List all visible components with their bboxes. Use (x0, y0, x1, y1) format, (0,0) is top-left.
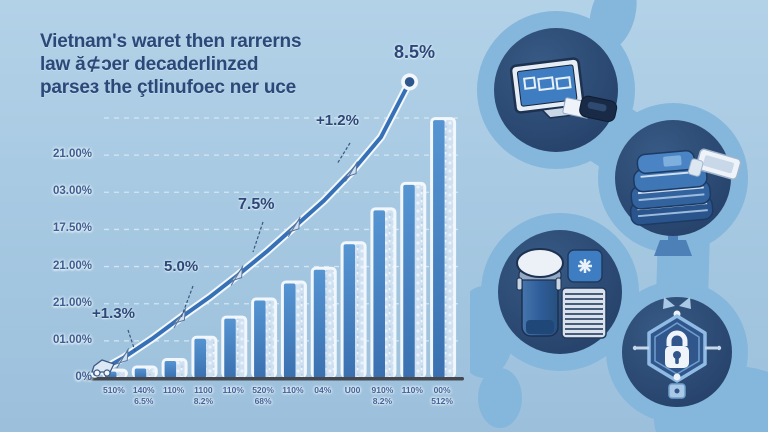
x-axis-line (86, 377, 464, 381)
origin-doodle (91, 359, 115, 377)
x-tick-label: 1100 8.2% (193, 385, 214, 406)
y-tick-label: 21.00% (52, 296, 92, 309)
annotation-label: 8.5% (394, 42, 436, 62)
x-tick-label: 520% 68% (252, 385, 274, 406)
annotation-label: 5.0% (164, 258, 199, 275)
padlock-icon (665, 330, 689, 368)
x-tick-label: 00% 512% (431, 385, 453, 406)
x-tick-label: 110% (222, 385, 244, 395)
sketch-marker (286, 216, 301, 237)
bar (400, 181, 427, 378)
annotation-label: +1.3% (92, 305, 135, 322)
chart-title: Vietnam's waret then rarrerns law ă⊄ɔer … (40, 30, 350, 100)
annotation-label: 7.5% (238, 196, 275, 213)
x-tick-label: 510% (103, 385, 125, 395)
sketch-marker (229, 265, 244, 286)
canister-icon (516, 248, 564, 337)
y-tick-label: 03.00% (52, 185, 92, 198)
sketch-marker (343, 161, 358, 182)
x-tick-label: 04% (314, 385, 332, 395)
annotation-leader (336, 142, 351, 165)
chart-title-line-3: parseɜ the çtlinufoec ner uce (40, 77, 296, 99)
icon-panel-art (454, 0, 768, 432)
x-tick-label: 140% 6.5% (132, 385, 155, 406)
security-shield-icon (632, 297, 722, 399)
bar (131, 365, 158, 378)
x-tick-label: 110% (282, 385, 304, 395)
bar (370, 207, 397, 378)
bar (340, 241, 367, 378)
bar (191, 335, 218, 378)
bar (430, 117, 457, 379)
annotation-label: +1.2% (316, 112, 359, 129)
annotation-leader (180, 285, 194, 319)
chart-title-line-1: Vietnam's waret then rarrerns (40, 31, 302, 52)
annotation-leader (252, 221, 264, 253)
bar-line-chart (86, 73, 464, 381)
computer-monitor-icon (509, 57, 618, 123)
stacked-ledgers-icon (629, 148, 742, 226)
radiator-panel-icon (561, 287, 607, 339)
y-tick-label: 01.00% (52, 333, 92, 346)
appliance-icon (516, 248, 607, 339)
x-tick-label: 110% (162, 385, 185, 395)
paper-tray-icon (687, 148, 742, 180)
chart-title-line-2: law ă⊄ɔer decaderlinzed (40, 54, 259, 76)
x-tick-label: U00 (344, 385, 361, 395)
y-tick-label: 0% (75, 371, 92, 383)
y-tick-label: 21.00% (52, 259, 92, 272)
bar (310, 266, 337, 378)
annotation-leader (127, 329, 136, 352)
bar (251, 297, 278, 378)
y-tick-label: 17.50% (52, 222, 92, 235)
card-reader-icon (562, 95, 618, 123)
bar (221, 315, 248, 378)
bar (280, 280, 307, 378)
trend-line (93, 79, 412, 376)
bar (161, 358, 188, 378)
x-tick-label: 910% 8.2% (371, 385, 394, 406)
sketch-marker (115, 348, 130, 369)
x-tick-label: 110% (401, 385, 423, 395)
y-tick-label: 21.00% (52, 148, 92, 161)
chart-panel: Vietnam's waret then rarrerns law ă⊄ɔer … (40, 30, 464, 406)
icon-panel (454, 0, 768, 432)
